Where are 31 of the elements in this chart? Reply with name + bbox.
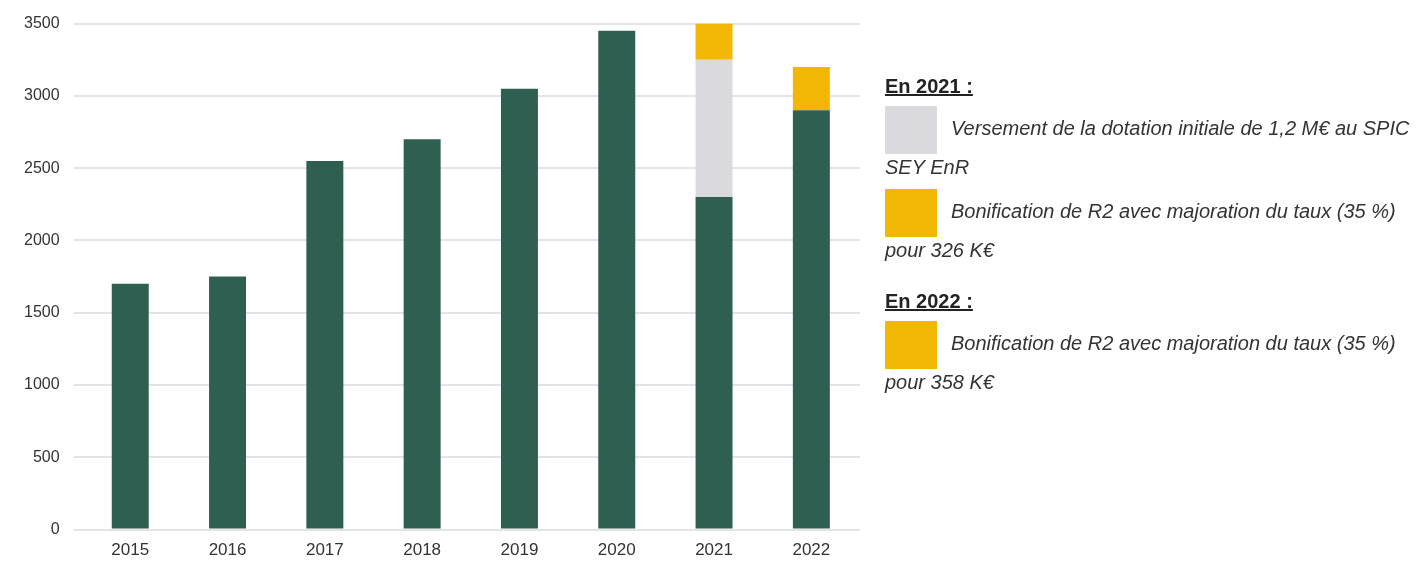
bar <box>598 30 636 529</box>
x-tick-label: 2018 <box>403 540 442 560</box>
bar <box>209 276 247 529</box>
bar <box>695 23 733 60</box>
x-tick-label: 2015 <box>111 540 150 560</box>
x-tick-label: 2019 <box>500 540 539 560</box>
bar <box>403 139 441 529</box>
y-tick-label: 500 <box>32 447 60 465</box>
x-tick-label: 2016 <box>208 540 247 560</box>
x-tick-label: 2020 <box>597 540 636 560</box>
y-tick-label: 2000 <box>24 230 60 248</box>
bar <box>695 197 733 529</box>
y-tick-label: 3500 <box>24 14 60 32</box>
bar <box>500 88 538 529</box>
text: En 2021 : <box>885 75 974 98</box>
bar <box>306 160 344 529</box>
y-tick-label: 3000 <box>24 86 60 104</box>
y-tick-label: 1000 <box>24 375 60 393</box>
y-tick-label: 0 <box>50 520 60 538</box>
x-tick-label: 2021 <box>695 540 733 560</box>
text: En 2022 : <box>885 290 974 313</box>
text: Bonification de R2 avec majoration du taux (35 %) pour 358 K€ <box>885 331 1397 395</box>
text: Versement de la dotation initiale de 1,2 M€ au SPIC SEY EnR <box>885 116 1411 180</box>
y-tick-label: 2500 <box>24 158 60 176</box>
y-tick-label: 1500 <box>24 303 60 321</box>
bar <box>792 110 830 529</box>
x-tick-label: 2022 <box>792 540 831 560</box>
x-tick-label: 2017 <box>305 540 344 560</box>
bar <box>111 283 149 529</box>
text: Bonification de R2 avec majoration du taux (35 %) pour 326 K€ <box>885 199 1397 263</box>
bar <box>792 66 830 111</box>
